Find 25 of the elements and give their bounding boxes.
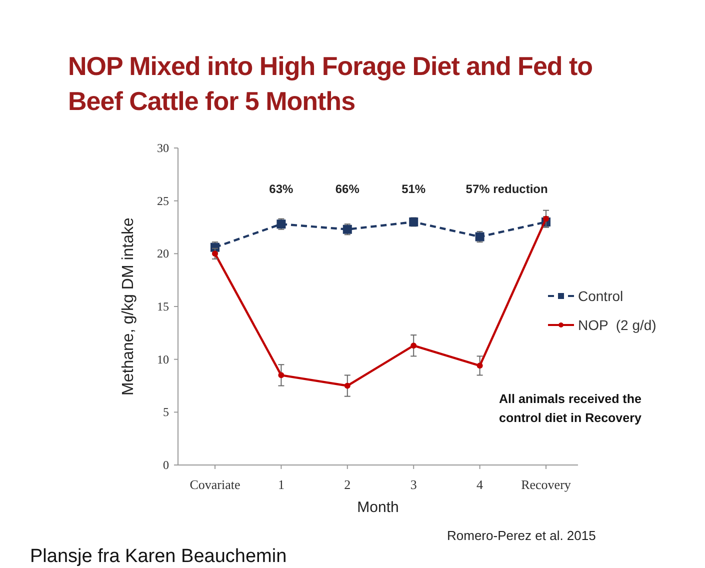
- y-tick-label: 15: [157, 300, 169, 314]
- y-tick-label: 20: [157, 246, 169, 261]
- text: Romero-Perez et al. 2015: [447, 528, 596, 543]
- legend-label: Control: [578, 288, 624, 304]
- x-tick-label: 4: [476, 477, 484, 492]
- x-tick-label: 1: [278, 477, 284, 492]
- x-tick-label: 3: [410, 477, 417, 492]
- x-axis-title: Month: [357, 499, 399, 516]
- annotation: All animals received the control diet in Recovery: [499, 392, 642, 425]
- y-axis-title: Methane, g/kg DM intake: [120, 217, 137, 396]
- annotation: 63%: [269, 182, 294, 196]
- annotation: 51%: [402, 182, 426, 196]
- x-tick-label: Covariate: [190, 477, 240, 492]
- legend-label: NOP (2 g/d): [578, 317, 656, 333]
- y-tick-label: 0: [163, 458, 169, 472]
- y-tick-label: 25: [157, 194, 169, 208]
- chart-title: NOP Mixed into High Forage Diet and Fed to Beef Cattle for 5 Months: [68, 51, 593, 116]
- y-tick-label: 10: [157, 352, 169, 366]
- annotation: 57% reduction: [466, 182, 548, 196]
- y-tick-label: 5: [163, 405, 169, 420]
- x-tick-label: Recovery: [521, 477, 572, 492]
- annotation: 66%: [335, 182, 360, 196]
- y-tick-label: 30: [157, 141, 169, 155]
- x-tick-label: 2: [344, 477, 351, 492]
- text: Plansje fra Karen Beauchemin: [30, 546, 287, 567]
